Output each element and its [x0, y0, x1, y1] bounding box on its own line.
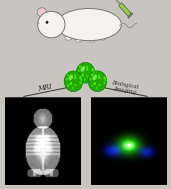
Circle shape [79, 65, 81, 68]
Circle shape [70, 83, 72, 85]
Circle shape [96, 87, 98, 89]
Text: MRI: MRI [37, 83, 52, 93]
Circle shape [91, 74, 93, 76]
Circle shape [74, 77, 77, 79]
Circle shape [91, 73, 94, 76]
Circle shape [98, 77, 101, 79]
Ellipse shape [75, 37, 82, 42]
Ellipse shape [38, 11, 65, 38]
Circle shape [88, 71, 107, 92]
Circle shape [79, 76, 81, 78]
Circle shape [80, 77, 82, 80]
Circle shape [67, 84, 69, 87]
Circle shape [74, 76, 76, 79]
Circle shape [92, 70, 95, 73]
Circle shape [80, 77, 82, 79]
Ellipse shape [89, 37, 96, 42]
Ellipse shape [65, 35, 72, 40]
Circle shape [72, 87, 74, 89]
Ellipse shape [56, 9, 121, 41]
Circle shape [83, 66, 85, 69]
Ellipse shape [37, 23, 39, 24]
Bar [116, 0, 121, 5]
Circle shape [93, 83, 96, 85]
Circle shape [65, 78, 68, 80]
Circle shape [46, 21, 48, 24]
Circle shape [91, 69, 94, 71]
Circle shape [70, 74, 73, 77]
Circle shape [74, 84, 77, 86]
Circle shape [76, 62, 95, 83]
Bar [128, 12, 133, 19]
Circle shape [103, 77, 106, 80]
Circle shape [86, 68, 88, 70]
Circle shape [98, 74, 100, 77]
Circle shape [86, 66, 88, 68]
Circle shape [81, 67, 85, 71]
Circle shape [81, 74, 84, 77]
Circle shape [67, 74, 69, 76]
Circle shape [89, 78, 92, 80]
Circle shape [104, 79, 107, 81]
Circle shape [82, 66, 85, 68]
Circle shape [68, 78, 71, 81]
Circle shape [82, 73, 84, 76]
Circle shape [98, 84, 101, 86]
Circle shape [95, 75, 97, 77]
Circle shape [74, 74, 76, 77]
Circle shape [77, 69, 80, 72]
Circle shape [70, 82, 72, 84]
Circle shape [91, 84, 93, 87]
Circle shape [103, 82, 106, 84]
Circle shape [94, 83, 96, 85]
Circle shape [80, 70, 83, 72]
Circle shape [98, 76, 100, 79]
Circle shape [80, 79, 83, 81]
Circle shape [69, 83, 72, 85]
Circle shape [64, 71, 83, 92]
Circle shape [71, 75, 73, 77]
Circle shape [82, 74, 84, 77]
Ellipse shape [37, 8, 47, 17]
Circle shape [69, 75, 73, 80]
Circle shape [86, 68, 89, 71]
Circle shape [94, 74, 97, 77]
Circle shape [104, 77, 106, 79]
Ellipse shape [99, 35, 106, 40]
Circle shape [86, 75, 89, 78]
Circle shape [92, 78, 95, 81]
Circle shape [93, 75, 97, 80]
Bar [119, 3, 131, 17]
Circle shape [94, 82, 96, 84]
Circle shape [84, 78, 86, 81]
Text: Biological
Imaging: Biological Imaging [110, 80, 139, 96]
Circle shape [80, 82, 82, 84]
Circle shape [92, 68, 94, 70]
